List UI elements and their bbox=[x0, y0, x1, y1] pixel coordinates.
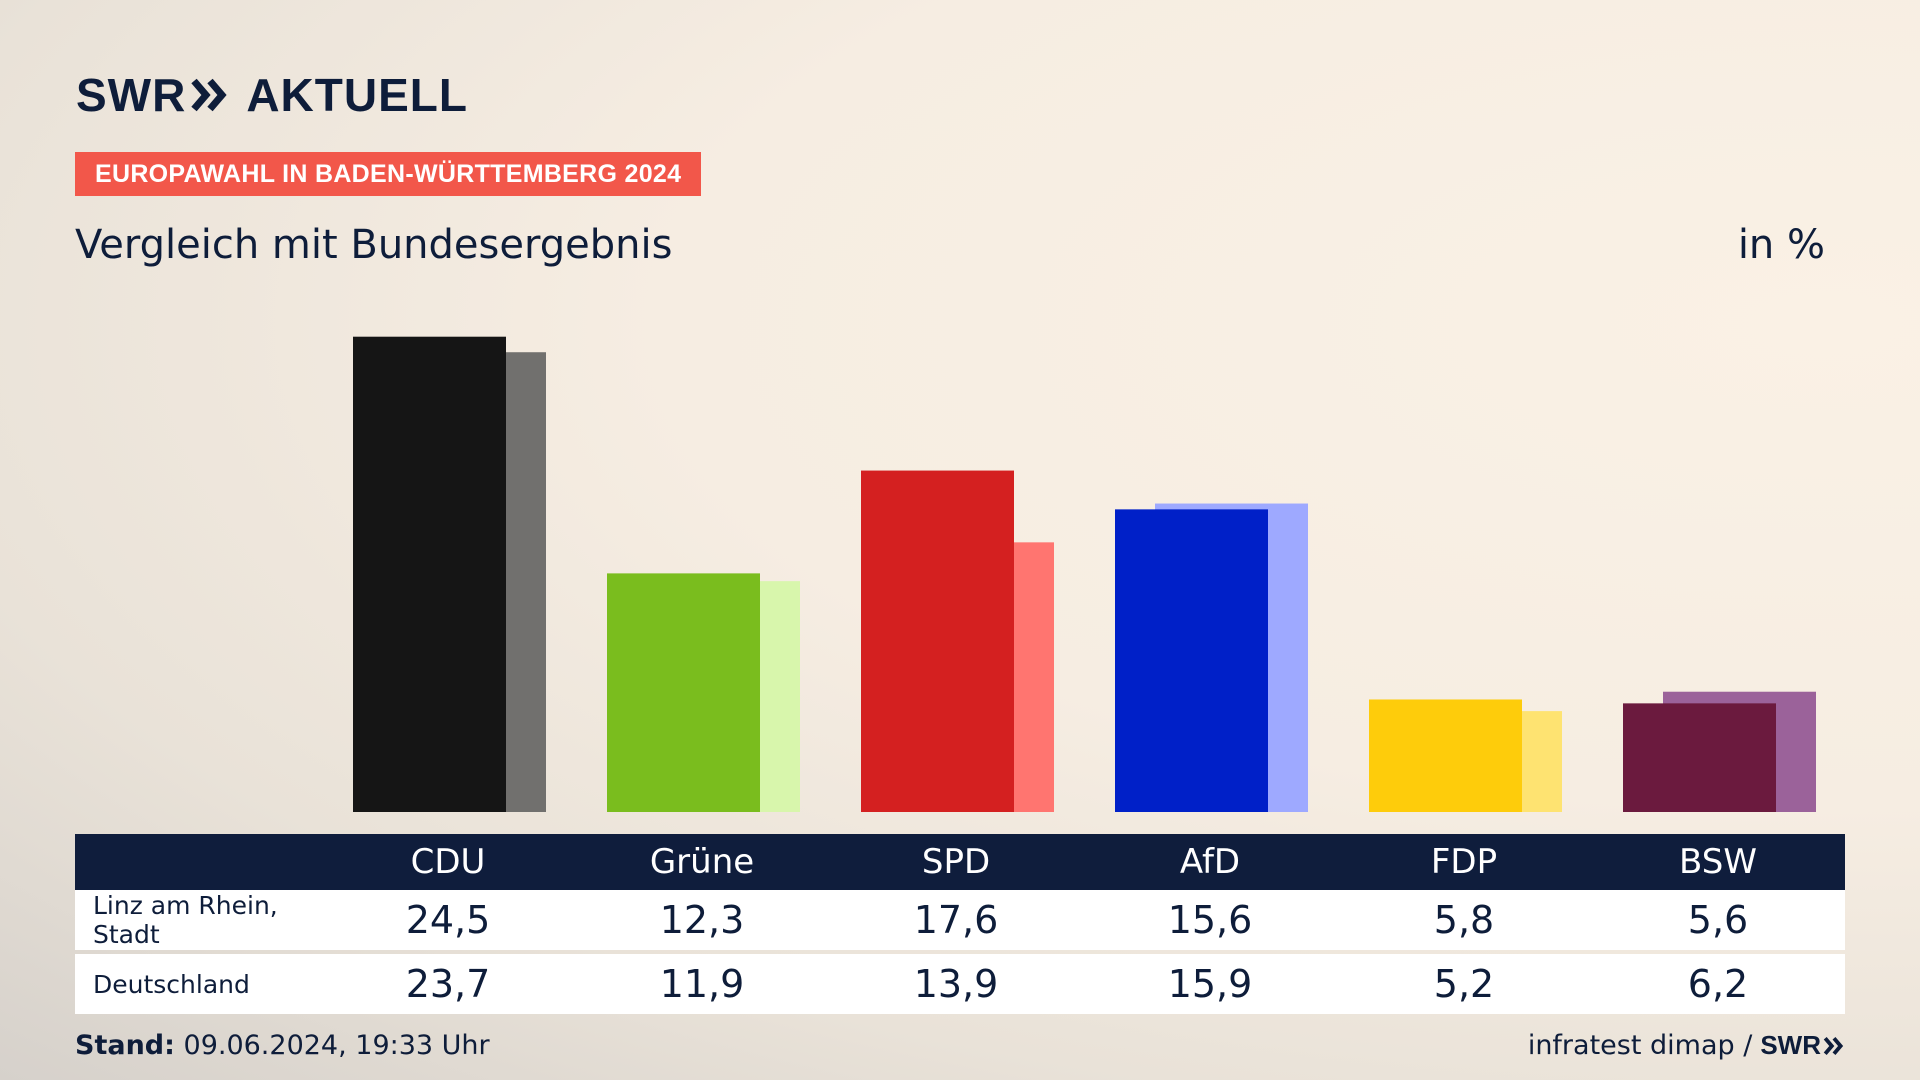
table-cell: 17,6 bbox=[913, 898, 999, 942]
table-header-row: CDU Grüne SPD AfD FDP BSW bbox=[75, 834, 1845, 890]
table-cell: 23,7 bbox=[405, 962, 491, 1006]
table-cell: 11,9 bbox=[659, 962, 745, 1006]
stand-value: 09.06.2024, 19:33 Uhr bbox=[183, 1030, 490, 1061]
table-header-cell: FDP bbox=[1430, 842, 1498, 882]
bar-chart bbox=[353, 336, 1816, 812]
bar-national-cdu bbox=[506, 352, 546, 812]
table-cell: 13,9 bbox=[913, 962, 999, 1006]
double-chevron-icon bbox=[191, 78, 227, 112]
table-header-cell: Grüne bbox=[649, 842, 755, 882]
logo-aktuell-text: AKTUELL bbox=[246, 69, 468, 121]
bar-local-grüne bbox=[607, 573, 760, 812]
table-cell: 24,5 bbox=[405, 898, 491, 942]
row-label: Linz am Rhein, Stadt bbox=[93, 891, 278, 949]
bar-national-fdp bbox=[1522, 711, 1562, 812]
swr-aktuell-logo: SWR AKTUELL bbox=[76, 68, 468, 122]
swr-small-text: SWR bbox=[1760, 1030, 1821, 1060]
bar-local-bsw bbox=[1623, 703, 1776, 812]
table-cell: 5,2 bbox=[1433, 962, 1495, 1006]
table-cell: 5,8 bbox=[1433, 898, 1495, 942]
table-cell: 12,3 bbox=[659, 898, 745, 942]
timestamp: Stand: 09.06.2024, 19:33 Uhr bbox=[75, 1030, 490, 1061]
table-cell: 5,6 bbox=[1687, 898, 1749, 942]
table-header-cell: CDU bbox=[410, 842, 486, 882]
bar-national-grüne bbox=[760, 581, 800, 812]
table-cell: 15,9 bbox=[1167, 962, 1253, 1006]
bar-local-afd bbox=[1115, 509, 1268, 812]
bar-local-cdu bbox=[353, 336, 506, 812]
stand-label: Stand: bbox=[75, 1030, 175, 1061]
table-row: Linz am Rhein, Stadt 24,5 12,3 17,6 15,6 5,8 5… bbox=[75, 890, 1845, 950]
bar-local-spd bbox=[861, 470, 1014, 812]
swr-small-logo: SWR bbox=[1760, 1030, 1845, 1061]
chart-subtitle: Vergleich mit Bundesergebnis bbox=[75, 222, 673, 268]
bar-local-fdp bbox=[1369, 699, 1522, 812]
table-header-cell: AfD bbox=[1179, 842, 1241, 882]
table-cell: 15,6 bbox=[1167, 898, 1253, 942]
row-label: Deutschland bbox=[93, 969, 250, 999]
source-text: infratest dimap / bbox=[1527, 1030, 1753, 1061]
logo-swr-text: SWR bbox=[76, 69, 187, 121]
bar-national-spd bbox=[1014, 542, 1054, 812]
table-row: Deutschland 23,7 11,9 13,9 15,9 5,2 6,2 bbox=[75, 954, 1845, 1014]
table-header-cell: BSW bbox=[1679, 842, 1757, 882]
results-table: CDU Grüne SPD AfD FDP BSW Linz am Rhein, Stad… bbox=[75, 834, 1845, 1014]
source-credit: infratest dimap / SWR bbox=[1528, 1030, 1845, 1061]
table-header-cell: SPD bbox=[921, 842, 991, 882]
small-double-chevron-icon bbox=[1823, 1036, 1844, 1055]
unit-label: in % bbox=[1737, 222, 1825, 268]
election-badge: EUROPAWAHL IN BADEN-WÜRTTEMBERG 2024 bbox=[75, 152, 702, 196]
table-cell: 6,2 bbox=[1687, 962, 1749, 1006]
table-header-empty bbox=[75, 834, 321, 890]
